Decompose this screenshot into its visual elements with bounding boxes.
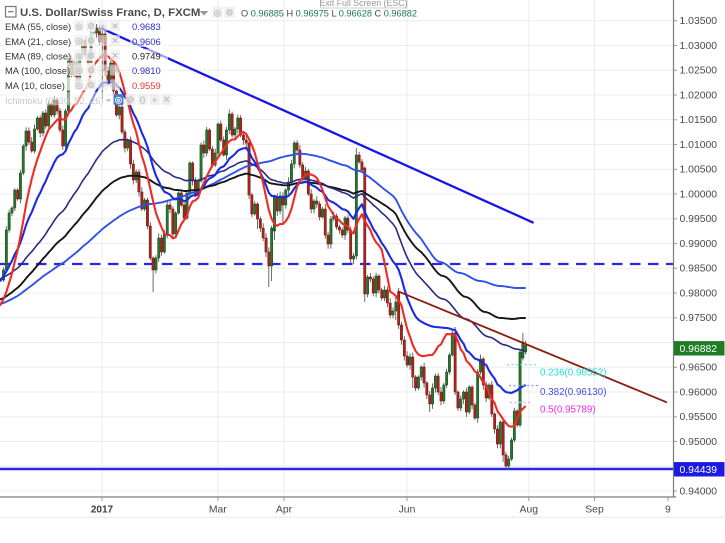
svg-text:0.98000: 0.98000 — [680, 288, 718, 299]
svg-text:✕: ✕ — [111, 21, 118, 31]
svg-text:Sep: Sep — [585, 505, 604, 516]
svg-text:0.236(0.96552): 0.236(0.96552) — [540, 368, 606, 379]
svg-text:✕: ✕ — [111, 36, 118, 46]
svg-text:+: + — [101, 65, 106, 75]
svg-text:0.9749: 0.9749 — [132, 51, 161, 62]
svg-text:⚙: ⚙ — [127, 95, 135, 105]
svg-text:⚙: ⚙ — [87, 65, 95, 75]
svg-text:+: + — [101, 36, 106, 46]
svg-text:0.9559: 0.9559 — [132, 80, 161, 91]
svg-text:MA (10, close): MA (10, close) — [5, 80, 65, 91]
svg-text:0.96882: 0.96882 — [680, 344, 718, 355]
svg-text:1.02000: 1.02000 — [680, 90, 718, 101]
svg-text:0.99000: 0.99000 — [680, 239, 718, 250]
svg-text:0.95000: 0.95000 — [680, 437, 718, 448]
svg-text:0.382(0.96130): 0.382(0.96130) — [540, 387, 606, 398]
svg-text:Ichimoku (9, 30, 52, 26): Ichimoku (9, 30, 52, 26) — [5, 95, 104, 106]
svg-text:O 0.96885 H 0.96975 L 0.96628: O 0.96885 H 0.96975 L 0.96628 C 0.96882 — [241, 8, 417, 18]
svg-text:1.03000: 1.03000 — [680, 41, 718, 52]
svg-text:⚙: ⚙ — [87, 80, 95, 90]
svg-text:⚙: ⚙ — [87, 36, 95, 46]
svg-text:◎: ◎ — [75, 80, 83, 90]
svg-text:1.00000: 1.00000 — [680, 189, 718, 200]
svg-text:+: + — [101, 50, 106, 60]
svg-text:◎: ◎ — [75, 50, 83, 60]
svg-text:0.5(0.95789): 0.5(0.95789) — [540, 405, 596, 416]
svg-text:1.02500: 1.02500 — [680, 66, 718, 77]
svg-text:1.01500: 1.01500 — [680, 115, 718, 126]
svg-text:Exit Full Screen (ESC): Exit Full Screen (ESC) — [320, 0, 408, 8]
svg-text:✕: ✕ — [111, 50, 118, 60]
svg-text:⚙: ⚙ — [87, 21, 95, 31]
svg-text:Apr: Apr — [276, 505, 293, 516]
svg-text:0.99500: 0.99500 — [680, 214, 718, 225]
svg-text:(): () — [140, 95, 146, 105]
svg-text:0.9683: 0.9683 — [132, 21, 161, 32]
svg-text:0.9606: 0.9606 — [132, 36, 161, 47]
svg-text:+: + — [101, 21, 106, 31]
svg-text:+: + — [101, 80, 106, 90]
svg-text:0.96500: 0.96500 — [680, 363, 718, 374]
svg-text:1.00500: 1.00500 — [680, 165, 718, 176]
svg-text:0.94439: 0.94439 — [680, 465, 718, 476]
svg-text:◎: ◎ — [75, 21, 83, 31]
svg-text:Jun: Jun — [399, 505, 416, 516]
svg-text:EMA (89, close): EMA (89, close) — [5, 51, 71, 62]
svg-text:0.95500: 0.95500 — [680, 412, 718, 423]
svg-text:U.S. Dollar/Swiss Franc, D, FX: U.S. Dollar/Swiss Franc, D, FXCM — [20, 7, 200, 19]
svg-text:0.96000: 0.96000 — [680, 387, 718, 398]
svg-text:0.97500: 0.97500 — [680, 313, 718, 324]
svg-text:⚙: ⚙ — [226, 7, 234, 17]
svg-text:⚙: ⚙ — [87, 50, 95, 60]
svg-text:1.03500: 1.03500 — [680, 16, 718, 27]
svg-text:✕: ✕ — [163, 95, 170, 105]
svg-text:+: + — [152, 95, 157, 105]
svg-text:0.9810: 0.9810 — [132, 65, 161, 76]
svg-text:◎: ◎ — [75, 36, 83, 46]
svg-text:✕: ✕ — [111, 65, 118, 75]
svg-text:EMA (21, close): EMA (21, close) — [5, 36, 71, 47]
svg-text:1.01000: 1.01000 — [680, 140, 718, 151]
svg-text:EMA (55, close): EMA (55, close) — [5, 21, 71, 32]
svg-text:◎: ◎ — [214, 7, 222, 17]
svg-text:0.98500: 0.98500 — [680, 264, 718, 275]
svg-text:Mar: Mar — [209, 505, 227, 516]
svg-text:Aug: Aug — [520, 505, 539, 516]
svg-text:MA (100, close): MA (100, close) — [5, 65, 70, 76]
svg-text:◎: ◎ — [75, 65, 83, 75]
svg-text:◎: ◎ — [115, 95, 123, 105]
svg-text:✕: ✕ — [111, 80, 118, 90]
svg-text:9: 9 — [665, 505, 671, 516]
svg-text:0.94000: 0.94000 — [680, 486, 718, 497]
svg-text:2017: 2017 — [91, 505, 114, 516]
